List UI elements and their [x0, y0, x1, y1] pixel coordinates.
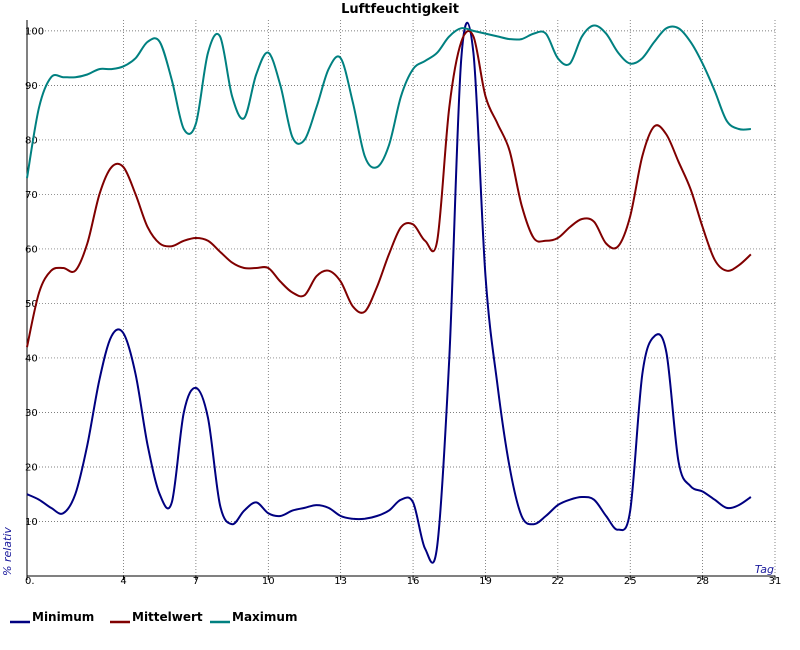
x-tick-label: 25 [624, 576, 637, 587]
x-tick-label: 16 [407, 576, 420, 587]
y-tick-label: 90 [25, 81, 38, 92]
y-tick-label: 70 [25, 190, 38, 201]
axes [26, 20, 776, 580]
chart-title: Luftfeuchtigkeit [341, 2, 459, 17]
y-tick-label: 80 [25, 135, 38, 146]
tick-labels: 10 20 30 40 50 60 70 80 90 100 0. 4 7 10 13 16 19 22 25 28 3… [25, 26, 781, 587]
x-tick-label: 7 [193, 576, 199, 587]
series-lines [26, 21, 752, 564]
y-tick-label: 60 [25, 244, 38, 255]
x-tick-label: 28 [696, 576, 709, 587]
legend-label-maximum: Maximum [232, 610, 297, 624]
x-tick-label: 10 [262, 576, 275, 587]
y-tick-label: 50 [25, 299, 38, 310]
y-tick-label: 20 [25, 462, 38, 473]
x-tick-label: 13 [334, 576, 347, 587]
x-tick-label: 4 [120, 576, 126, 587]
x-axis-title: Tag [755, 563, 774, 576]
y-axis-title: % relativ [1, 527, 14, 576]
y-tick-label: 30 [25, 408, 38, 419]
x-tick-label: 22 [551, 576, 564, 587]
legend-label-minimum: Minimum [32, 610, 94, 624]
series-line-mittelwert [26, 30, 752, 348]
x-tick-label: 0. [25, 576, 35, 587]
legend: Minimum Mittelwert Maximum [10, 610, 297, 624]
legend-label-mittelwert: Mittelwert [132, 610, 203, 624]
y-tick-label: 100 [25, 26, 44, 37]
series-line-minimum [26, 21, 752, 564]
series-line-maximum [26, 24, 751, 179]
y-tick-label: 10 [25, 517, 38, 528]
x-tick-label: 19 [479, 576, 492, 587]
y-tick-label: 40 [25, 353, 38, 364]
x-tick-label: 31 [769, 576, 782, 587]
